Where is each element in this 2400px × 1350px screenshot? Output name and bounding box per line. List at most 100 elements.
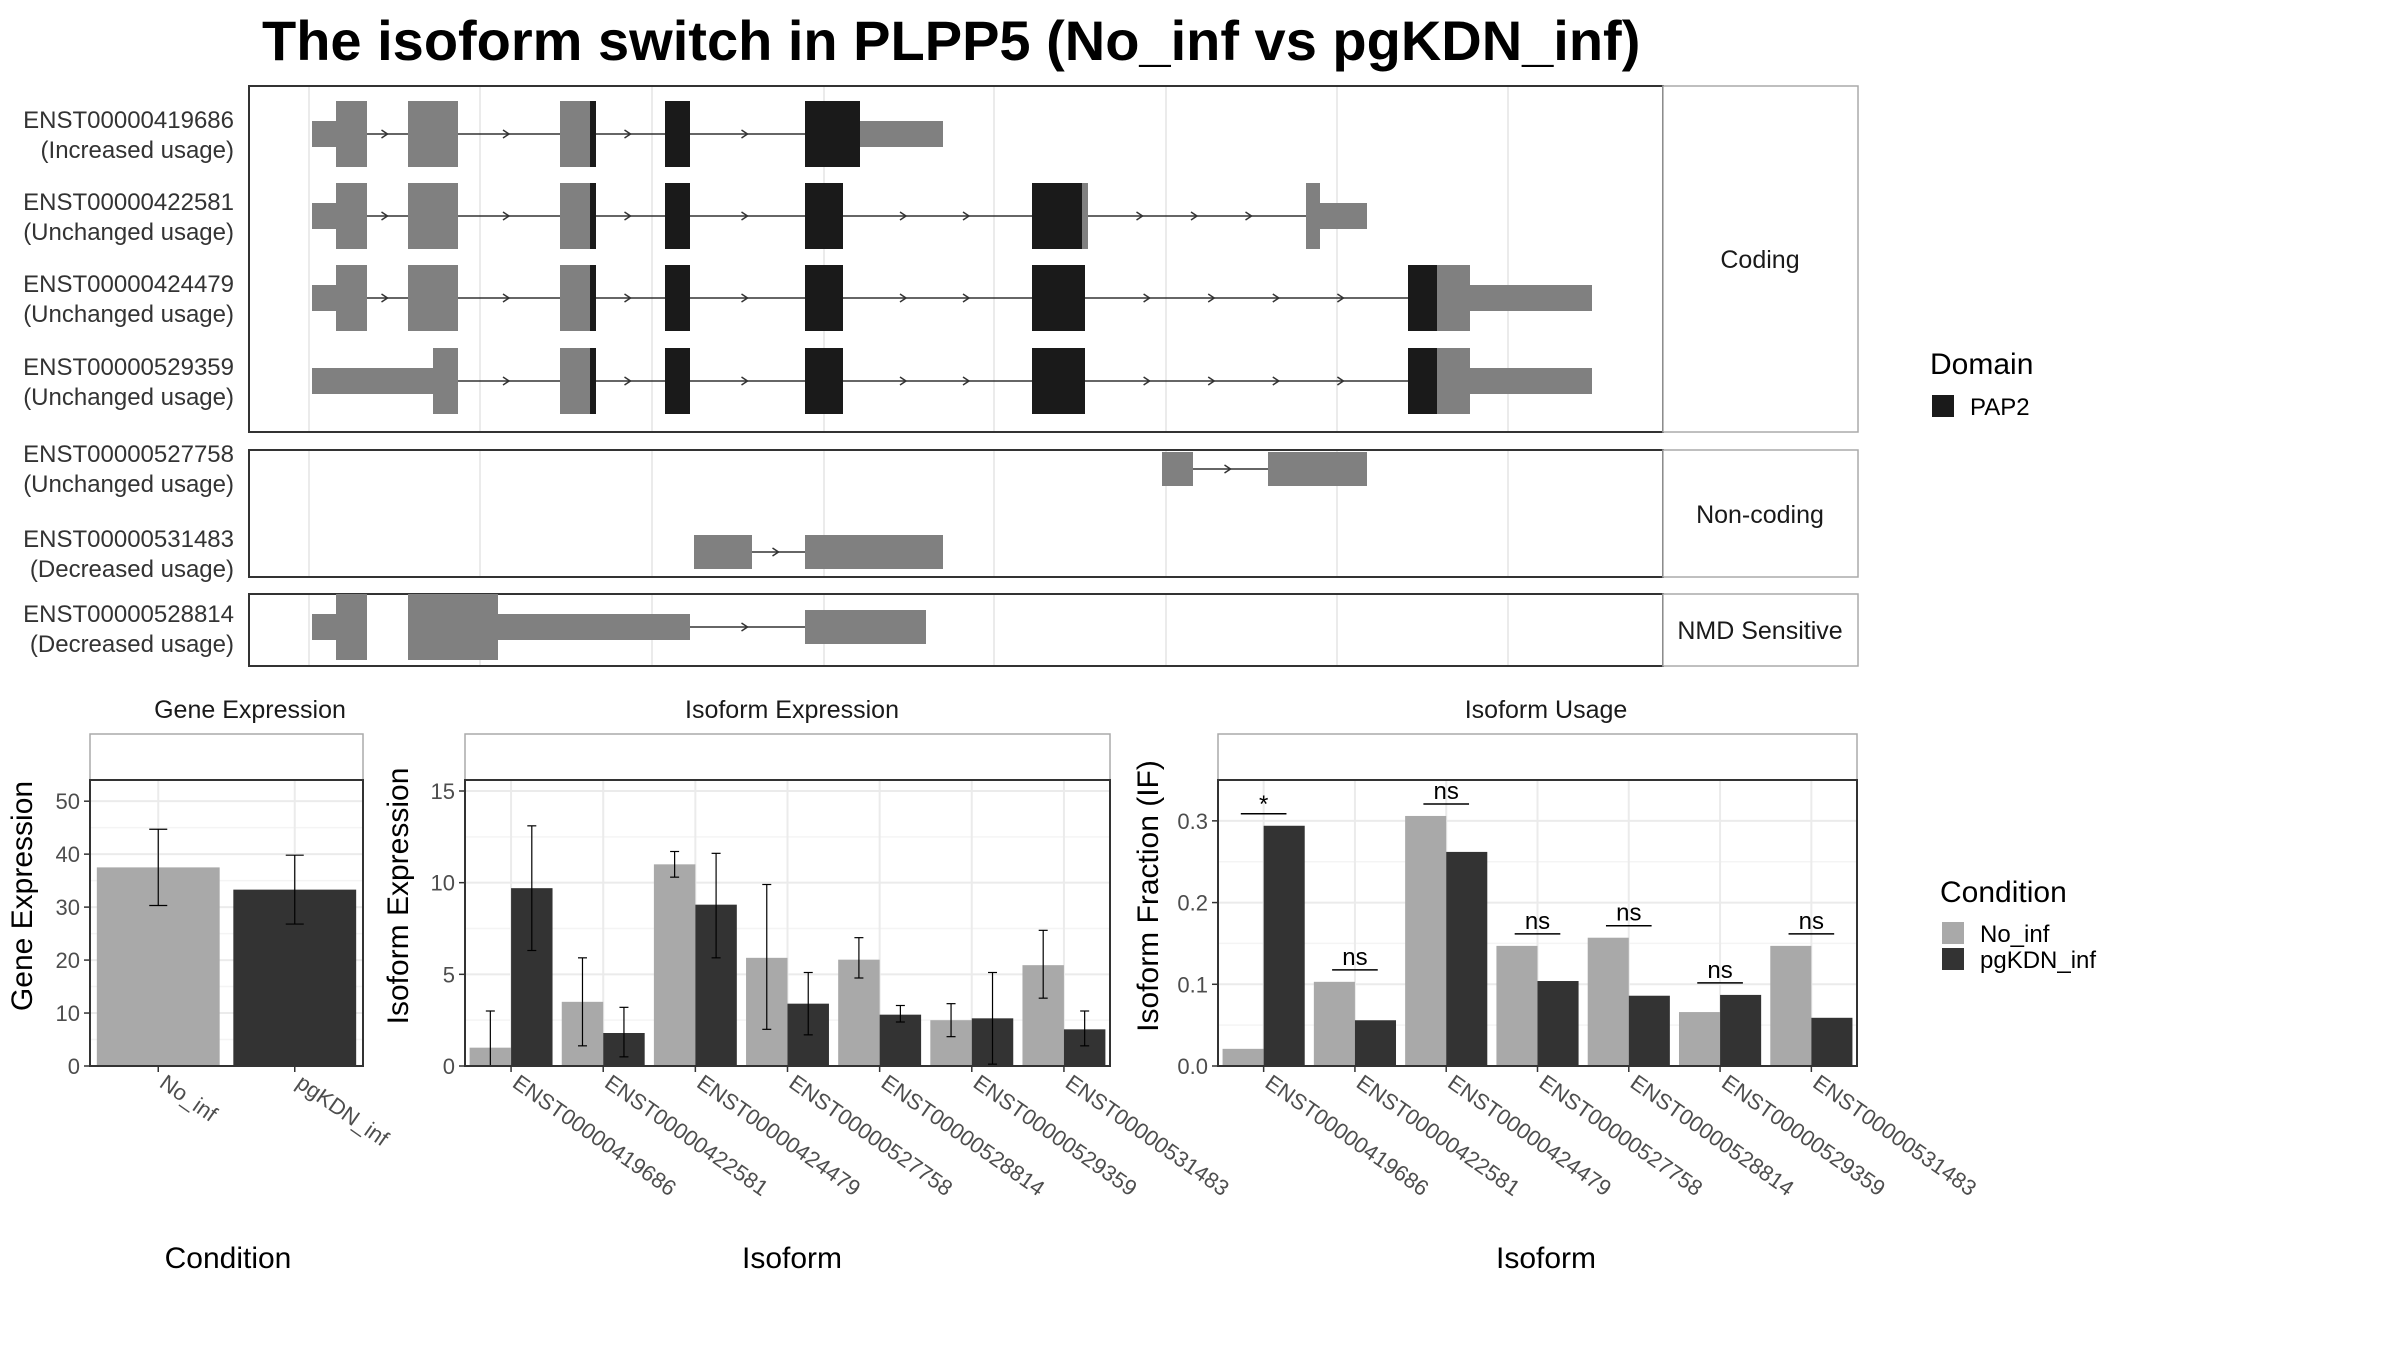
figure-title: The isoform switch in PLPP5 (No_inf vs p… — [262, 9, 1640, 72]
exon-block — [560, 183, 590, 249]
intron-arrow — [741, 129, 749, 139]
intron-arrow — [624, 293, 632, 303]
bar — [1222, 1048, 1264, 1066]
exon-domain-pap2 — [590, 265, 596, 331]
exon-block — [336, 101, 367, 167]
intron-arrow — [1336, 376, 1345, 386]
significance-label: ns — [1707, 957, 1732, 984]
x-tick-label: ENST00000424479 — [692, 1070, 865, 1201]
chart-title: Isoform Usage — [1465, 696, 1628, 724]
condition-legend: Condition No_inf pgKDN_inf — [1940, 876, 2096, 974]
exon-domain-pap2 — [1032, 265, 1085, 331]
plot-border — [89, 779, 364, 1067]
y-axis-title: Gene Expression — [6, 781, 39, 1011]
x-tick-label: ENST00000419686 — [1261, 1070, 1434, 1201]
y-tick-label: 20 — [56, 948, 80, 973]
y-tick-label: 0 — [443, 1054, 455, 1079]
exon-domain-pap2 — [1408, 348, 1437, 414]
legend-label-pgkdn-inf: pgKDN_inf — [1980, 947, 2096, 974]
row-label-id: ENST00000531483 — [23, 526, 234, 553]
legend-swatch-pap2 — [1932, 395, 1954, 417]
bar — [653, 864, 696, 1066]
exon-domain-pap2 — [1032, 183, 1082, 249]
intron-arrow — [502, 211, 511, 221]
intron-arrow — [502, 293, 511, 303]
strip-label-noncoding: Non-coding — [1696, 501, 1824, 529]
bar — [1678, 1012, 1721, 1066]
intron-arrow — [381, 211, 389, 221]
exon-block — [560, 101, 590, 167]
x-tick-label: ENST00000419686 — [508, 1070, 681, 1201]
exon-block — [312, 614, 336, 640]
x-tick-label: No_inf — [155, 1070, 222, 1127]
domain-legend: Domain PAP2 — [1930, 348, 2033, 421]
y-tick-label: 10 — [56, 1001, 80, 1026]
y-tick-label: 40 — [56, 842, 80, 867]
strip-noncoding — [1662, 449, 1859, 578]
intron-arrow — [624, 211, 632, 221]
chart-gene-expression: 0 10 20 30 40 50 No_inf pgKDN_inf — [56, 733, 394, 1152]
exon-block — [805, 610, 926, 644]
row-label-id: ENST00000528814 — [23, 601, 234, 628]
chart-strip — [89, 733, 364, 781]
y-axis-title: Isoform Fraction (IF) — [1132, 760, 1165, 1032]
intron-arrow — [962, 211, 971, 221]
exon-block — [1306, 183, 1320, 249]
exon-block — [312, 121, 336, 147]
row-labels: ENST00000419686 (Increased usage) ENST00… — [23, 107, 234, 658]
intron-arrow — [1245, 211, 1253, 221]
intron-arrow — [741, 211, 749, 221]
exon-block — [560, 348, 590, 414]
bar — [879, 1014, 922, 1066]
exon-block — [1437, 265, 1470, 331]
x-tick-label: ENST00000528814 — [1626, 1070, 1799, 1201]
intron-arrow — [502, 376, 511, 386]
bar — [1405, 815, 1447, 1066]
x-tick-label: ENST00000422581 — [1352, 1070, 1525, 1201]
exon-block — [433, 348, 458, 414]
y-tick-label: 0.2 — [1177, 891, 1208, 916]
intron-arrow — [1272, 293, 1281, 303]
exon-block — [312, 285, 336, 311]
panel-coding: Coding — [248, 85, 1859, 433]
intron-arrow — [1143, 293, 1151, 303]
exon-domain-pap2 — [805, 348, 843, 414]
y-tick-label: 0 — [68, 1054, 80, 1079]
exon-domain-pap2 — [590, 101, 596, 167]
exon-domain-pap2 — [1408, 265, 1437, 331]
y-tick-label: 10 — [431, 871, 455, 896]
exon-domain-pap2 — [665, 348, 690, 414]
x-axis-title: Condition — [165, 1242, 292, 1275]
exon-block — [805, 535, 943, 569]
exon-block — [860, 121, 943, 147]
exon-block — [498, 614, 690, 640]
row-label-usage: (Decreased usage) — [30, 631, 234, 658]
exon-domain-pap2 — [665, 265, 690, 331]
x-axis-title: Isoform — [1496, 1242, 1596, 1275]
x-tick-label: ENST00000424479 — [1443, 1070, 1616, 1201]
intron-arrow — [772, 547, 780, 557]
y-tick-label: 30 — [56, 895, 80, 920]
bar — [1537, 981, 1579, 1066]
exon-block — [336, 594, 367, 660]
intron-arrow — [1143, 376, 1151, 386]
y-axis-title: Isoform Expression — [382, 768, 415, 1025]
legend-label-pap2: PAP2 — [1970, 394, 2030, 421]
significance-label: ns — [1525, 908, 1550, 935]
x-tick-label: ENST00000531483 — [1808, 1070, 1981, 1201]
exon-block — [1470, 368, 1592, 394]
legend-swatch-pgkdn-inf — [1942, 948, 1964, 970]
intron-arrow — [899, 376, 908, 386]
exon-block — [1437, 348, 1470, 414]
x-tick-label: ENST00000528814 — [877, 1070, 1050, 1201]
exon-block — [312, 368, 433, 394]
panel-noncoding-frame — [248, 449, 1664, 578]
bar — [1496, 945, 1538, 1066]
panel-noncoding: Non-coding — [248, 449, 1859, 578]
exon-domain-pap2 — [805, 265, 843, 331]
intron-arrow — [741, 376, 749, 386]
x-tick-label: ENST00000529359 — [969, 1070, 1142, 1201]
x-tick-label: ENST00000527758 — [785, 1070, 958, 1201]
intron-arrow — [1207, 293, 1216, 303]
row-label-id: ENST00000529359 — [23, 354, 234, 381]
